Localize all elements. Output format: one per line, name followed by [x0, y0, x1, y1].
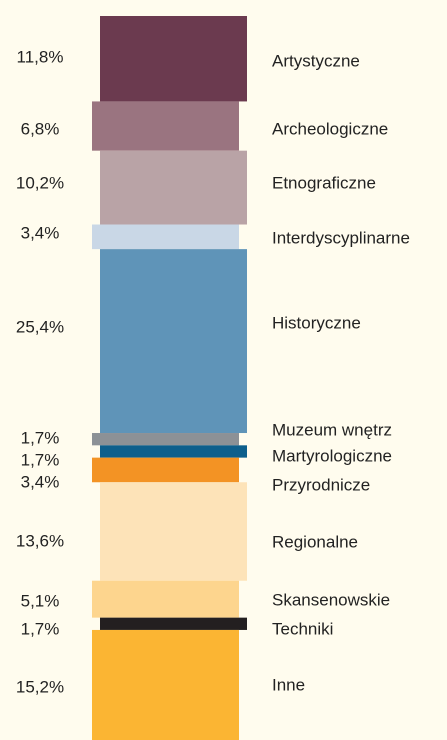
segment: [100, 482, 247, 581]
category-label: Interdyscyplinarne: [272, 228, 410, 247]
value-label: 15,2%: [16, 677, 64, 696]
segment: [92, 457, 239, 483]
segment: [100, 16, 247, 102]
value-label: 6,8%: [21, 119, 60, 138]
segment: [92, 101, 239, 151]
category-label: Historyczne: [272, 313, 361, 332]
segment: [100, 150, 247, 225]
category-label: Przyrodnicze: [272, 475, 370, 494]
value-label: 3,4%: [21, 472, 60, 491]
value-label: 1,7%: [21, 450, 60, 469]
value-label: 25,4%: [16, 317, 64, 336]
category-label: Archeologiczne: [272, 119, 388, 138]
category-label: Artystyczne: [272, 51, 360, 70]
segment: [92, 224, 239, 250]
category-label: Techniki: [272, 619, 333, 638]
category-label: Skansenowskie: [272, 590, 390, 609]
value-label: 10,2%: [16, 173, 64, 192]
segment: [100, 445, 247, 458]
category-label: Etnograficzne: [272, 173, 376, 192]
category-label: Inne: [272, 675, 305, 694]
value-label: 13,6%: [16, 531, 64, 550]
segment: [92, 580, 239, 618]
value-label: 11,8%: [17, 47, 64, 66]
value-label: 1,7%: [21, 428, 60, 447]
segment: [100, 249, 247, 434]
category-label: Muzeum wnętrz: [272, 420, 392, 439]
value-label: 5,1%: [21, 591, 60, 610]
segment: [100, 617, 247, 630]
category-label: Martyrologiczne: [272, 446, 392, 465]
segment: [92, 433, 239, 446]
category-label: Regionalne: [272, 532, 358, 551]
value-label: 1,7%: [21, 619, 60, 638]
segment: [92, 629, 239, 740]
value-label: 3,4%: [21, 223, 60, 242]
